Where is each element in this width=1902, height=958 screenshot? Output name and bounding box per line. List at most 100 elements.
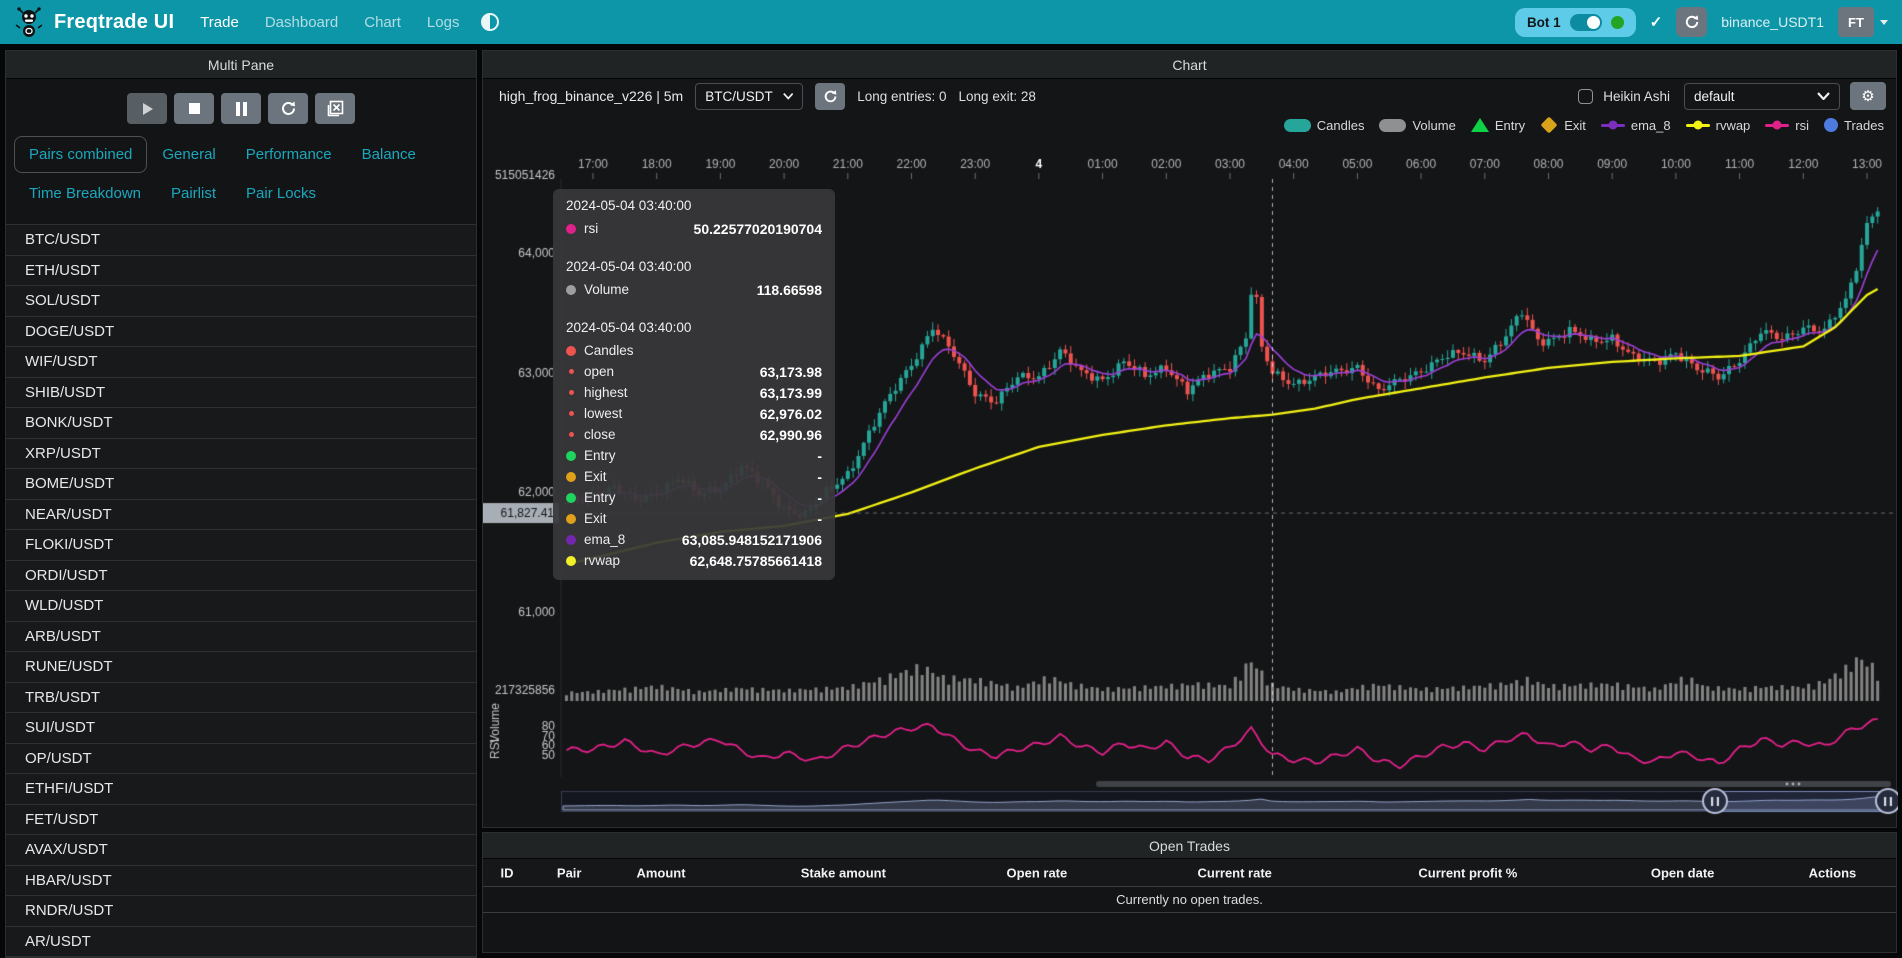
multi-pane-title: Multi Pane	[6, 51, 476, 79]
pair-label: ETH/USDT	[25, 261, 100, 279]
pair-row[interactable]: ETH/USDT	[6, 255, 476, 286]
pair-row[interactable]: FLOKI/USDT	[6, 530, 476, 561]
theme-toggle-icon[interactable]	[481, 13, 500, 31]
legend-item-exit[interactable]: Exit	[1540, 116, 1586, 134]
nav-link-chart[interactable]: Chart	[364, 13, 401, 31]
tooltip-label: lowest	[584, 406, 623, 421]
tab-pair-locks[interactable]: Pair Locks	[246, 185, 317, 202]
tooltip-date: 2024-05-04 03:40:00	[566, 198, 692, 213]
pair-row[interactable]: OP/USDT	[6, 743, 476, 774]
nav-link-logs[interactable]: Logs	[426, 13, 460, 31]
pair-row[interactable]: TRB/USDT	[6, 682, 476, 713]
tooltip-label: rvwap	[584, 553, 621, 568]
pair-label: BTC/USDT	[25, 231, 100, 249]
legend-item-rvwap[interactable]: rvwap	[1685, 117, 1751, 133]
tab-pairs-combined[interactable]: Pairs combined	[14, 136, 148, 173]
pair-row[interactable]: RUNE/USDT	[6, 652, 476, 683]
play-icon	[143, 102, 153, 115]
bot-toggle[interactable]	[1569, 13, 1602, 31]
pair-row[interactable]: WLD/USDT	[6, 591, 476, 622]
plot-settings-button[interactable]: ⚙	[1850, 82, 1886, 110]
pair-row[interactable]: HBAR/USDT	[6, 865, 476, 896]
pair-row[interactable]: SOL/USDT	[6, 286, 476, 317]
legend-item-rsi[interactable]: rsi	[1765, 118, 1809, 133]
pair-row[interactable]: DOGE/USDT	[6, 316, 476, 347]
pair-row[interactable]: SUI/USDT	[6, 713, 476, 744]
pair-row[interactable]: BONK/USDT	[6, 408, 476, 439]
account-name: binance_USDT1	[1721, 14, 1824, 30]
pair-select[interactable]: BTC/USDT	[695, 82, 804, 110]
pair-row[interactable]: BTC/USDT	[6, 225, 476, 256]
tab-general[interactable]: General	[162, 146, 216, 163]
pair-row[interactable]: ORDI/USDT	[6, 560, 476, 591]
tooltip-value: 63,173.99	[759, 384, 822, 401]
bot-selector[interactable]: Bot 1	[1514, 7, 1636, 37]
tooltip-value: -	[817, 447, 822, 464]
pair-row[interactable]: BOME/USDT	[6, 469, 476, 500]
nav-link-trade[interactable]: Trade	[200, 13, 239, 31]
tab-balance[interactable]: Balance	[361, 146, 416, 163]
cancel-open-orders-button[interactable]	[315, 93, 355, 124]
table-column-header: Stake amount	[800, 865, 886, 880]
pair-row[interactable]: ARB/USDT	[6, 621, 476, 652]
start-bot-button[interactable]	[127, 93, 167, 124]
pair-label: DOGE/USDT	[25, 322, 115, 340]
pair-row[interactable]: ETHFI/USDT	[6, 774, 476, 805]
chart-legend: Candles Volume Entry Exit ema_8 rvwap rsi Trade…	[483, 113, 1896, 137]
tooltip-row: Exit -	[566, 466, 822, 487]
plot-config-select[interactable]: default	[1684, 82, 1840, 110]
pause-bot-button[interactable]	[221, 93, 261, 124]
legend-item-trades[interactable]: Trades	[1824, 118, 1884, 133]
pair-row[interactable]: NEAR/USDT	[6, 499, 476, 530]
pause-icon	[235, 101, 247, 116]
pair-label: OP/USDT	[25, 749, 92, 767]
table-column-header: Amount	[636, 865, 686, 880]
pair-row[interactable]: SHIB/USDT	[6, 377, 476, 408]
tooltip-row: Candles	[566, 340, 822, 361]
heikin-ashi-checkbox[interactable]	[1578, 88, 1594, 104]
tooltip-value: 118.66598	[756, 281, 822, 298]
pair-row[interactable]: XRP/USDT	[6, 438, 476, 469]
legend-item-candles[interactable]: Candles	[1283, 118, 1364, 133]
tooltip-row: ema_8 63,085.948152171906	[566, 529, 822, 550]
tooltip-value: 63,085.948152171906	[681, 531, 822, 548]
legend-item-volume[interactable]: Volume	[1379, 117, 1456, 133]
legend-item-ema_8[interactable]: ema_8	[1600, 118, 1671, 133]
legend-label: rvwap	[1715, 117, 1751, 133]
open-trades-panel: Open Trades ID Pair Amount Stake amount Open…	[482, 832, 1897, 953]
nav-link-dashboard[interactable]: Dashboard	[264, 13, 339, 31]
reload-bot-button[interactable]	[1676, 7, 1708, 37]
bot-control-buttons	[6, 93, 476, 124]
series-dot	[569, 390, 574, 395]
legend-label: Volume	[1412, 117, 1456, 133]
pair-row[interactable]: AVAX/USDT	[6, 835, 476, 866]
refresh-chart-button[interactable]	[815, 82, 846, 110]
table-column-header: Current profit %	[1418, 865, 1518, 880]
tab-pairlist[interactable]: Pairlist	[171, 185, 217, 202]
pair-label: HBAR/USDT	[25, 871, 112, 889]
pair-label: XRP/USDT	[25, 444, 101, 462]
avatar[interactable]: FT	[1838, 7, 1874, 37]
pair-list: BTC/USDT ETH/USDT SOL/USDT DOGE/USDT WIF/USD…	[6, 224, 476, 957]
pair-label: BOME/USDT	[25, 475, 115, 493]
series-dot	[569, 369, 574, 374]
user-menu[interactable]: FT	[1838, 7, 1888, 37]
legend-item-entry[interactable]: Entry	[1470, 117, 1526, 133]
long-entries-label: Long entries: 0	[857, 88, 947, 104]
pair-row[interactable]: AR/USDT	[6, 926, 476, 957]
trades-circle-icon	[1824, 118, 1839, 132]
stop-bot-button[interactable]	[174, 93, 214, 124]
pair-row[interactable]: RNDR/USDT	[6, 896, 476, 927]
chart-title: Chart	[483, 51, 1896, 79]
tab-time-breakdown[interactable]: Time Breakdown	[29, 185, 141, 202]
navbar: Freqtrade UI Trade Dashboard Chart Logs Bot…	[0, 0, 1902, 44]
series-dot	[566, 284, 576, 295]
pair-row[interactable]: WIF/USDT	[6, 347, 476, 378]
reload-config-button[interactable]	[268, 93, 308, 124]
tooltip-label: close	[584, 427, 616, 442]
tab-performance[interactable]: Performance	[245, 146, 332, 163]
tooltip-section: 2024-05-04 03:40:00 Candles open 63,173.98 h…	[566, 320, 822, 571]
brand[interactable]: Freqtrade UI	[14, 6, 174, 38]
legend-label: Entry	[1494, 117, 1526, 133]
pair-row[interactable]: FET/USDT	[6, 804, 476, 835]
